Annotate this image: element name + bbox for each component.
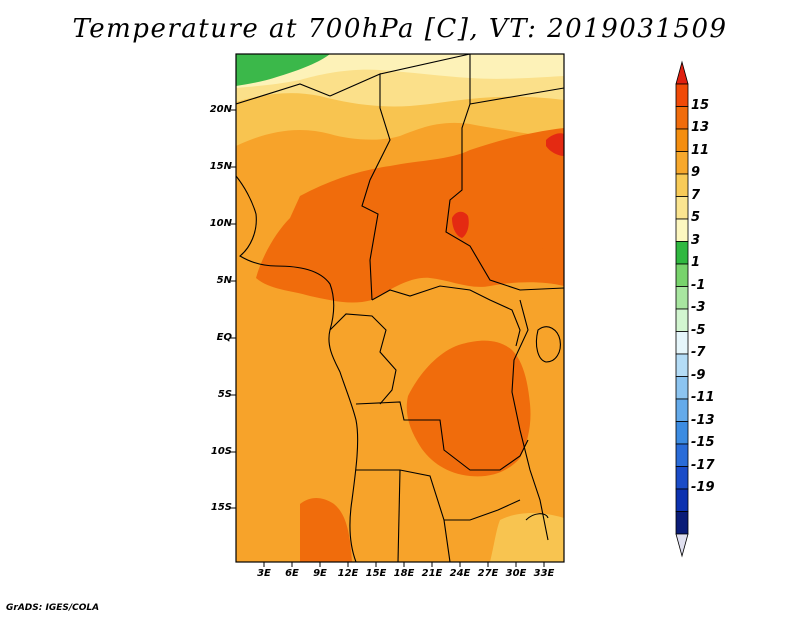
lake-malawi-south (525, 513, 549, 521)
lon-label-27e: 27E (477, 568, 499, 579)
field-3-5-band (236, 54, 564, 88)
colorbar-box (675, 286, 689, 310)
lat-label-15n: 15N (209, 161, 232, 172)
field-13-15-central (452, 211, 469, 238)
lake-victoria (535, 326, 561, 363)
lon-label-21e: 21E (421, 568, 443, 579)
colorbar-label: -19 (691, 480, 715, 495)
map-title: Temperature at 700hPa [C], VT: 201903150… (72, 14, 728, 44)
field-7-9-south (490, 513, 564, 562)
colorbar-box (675, 263, 689, 287)
colorbar-top-triangle (675, 60, 689, 85)
temperature-field (236, 54, 564, 562)
colorbar (675, 60, 689, 558)
field-11-13-south (300, 498, 352, 562)
colorbar-box (675, 511, 689, 535)
lon-label-33e: 33E (533, 568, 555, 579)
colorbar-box (675, 398, 689, 422)
colorbar-box (675, 443, 689, 467)
lat-label-eq: EQ (216, 332, 232, 343)
border-congo (329, 313, 397, 405)
border-chad-west (329, 73, 391, 301)
colorbar-box (675, 106, 689, 130)
field-13-15-northeast (546, 133, 564, 156)
border-namibia-botswana (397, 469, 401, 562)
map-frame (235, 53, 565, 563)
lon-label-9e: 9E (313, 568, 327, 579)
colorbar-box (675, 241, 689, 265)
lat-label-10s: 10S (210, 446, 232, 457)
colorbar-box (675, 128, 689, 152)
colorbar-box (675, 376, 689, 400)
lon-label-12e: 12E (337, 568, 359, 579)
lon-label-15e: 15E (365, 568, 387, 579)
lon-ticks (263, 562, 545, 567)
colorbar-box (675, 421, 689, 445)
border-rift-lakes (511, 299, 549, 541)
field-11-13-east (540, 246, 564, 281)
colorbar-label: 11 (691, 142, 710, 158)
colorbar-label: -11 (691, 390, 715, 405)
lat-label-5n: 5N (216, 275, 232, 286)
colorbar-box (675, 173, 689, 197)
coastline-west (236, 175, 359, 562)
colorbar-box (675, 466, 689, 490)
country-borders (236, 54, 564, 562)
lon-label-30e: 30E (505, 568, 527, 579)
border-angola-east (355, 401, 529, 471)
colorbar-label: 5 (691, 210, 701, 225)
colorbar-label: 1 (691, 255, 701, 270)
colorbar-box (675, 83, 689, 107)
lat-label-10n: 10N (209, 218, 232, 229)
colorbar-bottom-triangle (675, 533, 689, 558)
colorbar-box (675, 353, 689, 377)
colorbar-label: 3 (691, 232, 701, 248)
border-sudan-west (379, 54, 564, 291)
colorbar-label: 15 (691, 97, 710, 113)
colorbar-label: -5 (691, 322, 706, 338)
colorbar-label: -9 (691, 367, 706, 383)
colorbar-label: -13 (691, 412, 715, 428)
border-egypt-south (469, 87, 564, 105)
border-sahara-west (236, 83, 331, 105)
colorbar-box (675, 308, 689, 332)
lon-label-24e: 24E (449, 568, 471, 579)
colorbar-box (675, 196, 689, 220)
border-south-central (443, 519, 451, 562)
grads-credit: GrADS: IGES/COLA (6, 603, 100, 613)
colorbar-label: 9 (691, 165, 701, 180)
colorbar-label: -17 (691, 457, 715, 473)
field-11-13-central (406, 340, 531, 477)
lat-ticks (231, 109, 236, 509)
colorbar-label: -3 (691, 300, 706, 315)
lon-label-6e: 6E (285, 568, 299, 579)
colorbar-label: 13 (691, 120, 710, 135)
colorbar-label: -15 (691, 435, 715, 450)
colorbar-label: 7 (691, 187, 701, 203)
lat-label-15s: 15S (210, 502, 232, 513)
field-1-3-region (236, 54, 330, 86)
border-car-south (371, 285, 521, 347)
colorbar-box (675, 331, 689, 355)
field-11-13-north (256, 128, 564, 303)
lon-label-18e: 18E (393, 568, 415, 579)
colorbar-box (675, 488, 689, 512)
colorbar-box (675, 151, 689, 175)
colorbar-label: -7 (691, 345, 706, 360)
lat-label-5s: 5S (217, 389, 232, 400)
colorbar-label: -1 (691, 277, 706, 293)
colorbar-box (675, 218, 689, 242)
lon-label-3e: 3E (257, 568, 271, 579)
lat-label-20n: 20N (209, 104, 232, 115)
